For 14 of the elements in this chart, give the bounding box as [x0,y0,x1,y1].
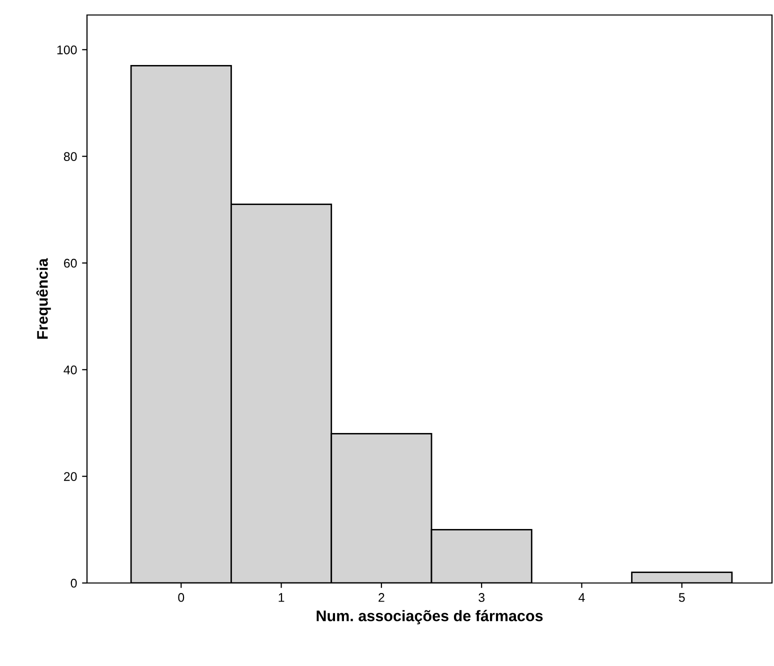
x-tick-label: 3 [478,593,485,602]
x-tick-label: 1 [278,593,284,602]
y-tick-label: 0 [70,578,77,588]
x-tick-label: 0 [178,593,184,602]
x-tick-label: 5 [678,593,685,602]
x-tick-label: 4 [578,593,585,602]
y-tick-label: 20 [64,472,77,481]
y-tick-label: 40 [64,365,77,374]
y-tick-label: 100 [57,45,77,54]
x-tick-label: 2 [378,593,384,602]
y-tick-label: 80 [64,152,77,161]
y-axis-title: Frequência [36,258,51,339]
x-axis-title: Num. associações de fármacos [316,610,543,624]
y-tick-label: 60 [64,258,77,268]
